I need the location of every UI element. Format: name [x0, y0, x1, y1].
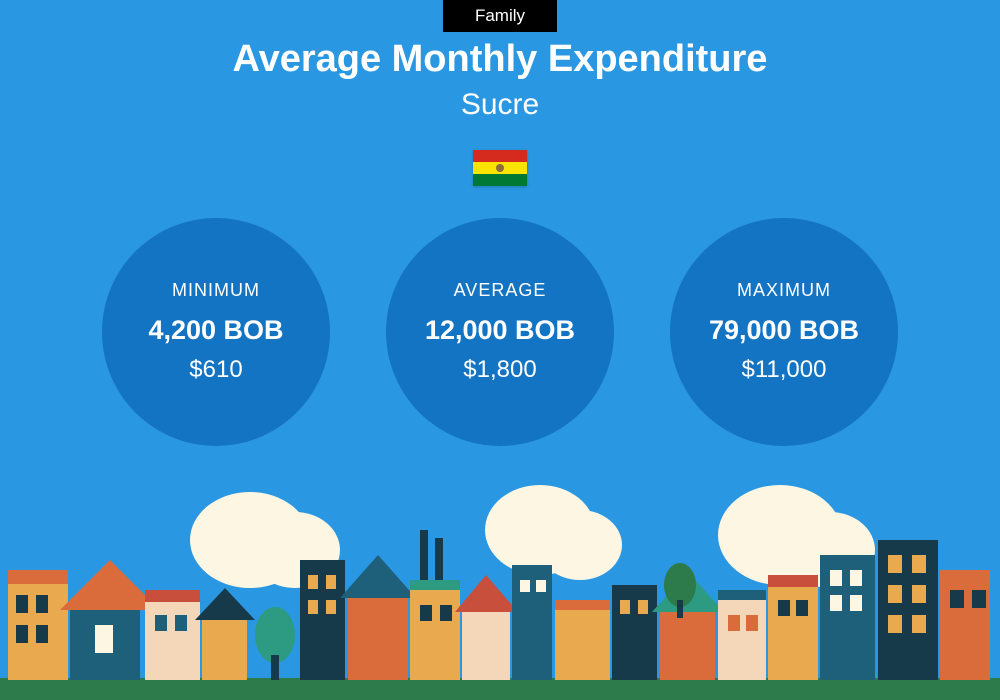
cityscape-illustration: [0, 460, 1000, 700]
stat-circle-minimum: MINIMUM 4,200 BOB $610: [102, 218, 330, 446]
page-title: Average Monthly Expenditure: [0, 38, 1000, 81]
stat-label: MAXIMUM: [737, 280, 831, 301]
stat-label: AVERAGE: [454, 280, 547, 301]
page-subtitle: Sucre: [0, 88, 1000, 122]
flag-emblem: [496, 164, 504, 172]
stat-label: MINIMUM: [172, 280, 260, 301]
category-badge: Family: [443, 0, 557, 32]
flag-stripe-red: [473, 150, 527, 162]
stat-usd: $1,800: [463, 356, 536, 384]
stat-value: 4,200 BOB: [148, 315, 283, 346]
stat-circle-maximum: MAXIMUM 79,000 BOB $11,000: [670, 218, 898, 446]
stat-circle-average: AVERAGE 12,000 BOB $1,800: [386, 218, 614, 446]
buildings-right: [652, 540, 990, 680]
stat-value: 79,000 BOB: [709, 315, 859, 346]
stat-usd: $11,000: [742, 356, 827, 384]
badge-label: Family: [475, 6, 525, 25]
country-flag: [473, 150, 527, 186]
stat-usd: $610: [189, 356, 242, 384]
stat-circles-row: MINIMUM 4,200 BOB $610 AVERAGE 12,000 BO…: [0, 218, 1000, 446]
flag-stripe-green: [473, 174, 527, 186]
flag-stripe-yellow: [473, 162, 527, 174]
ground: [0, 678, 1000, 700]
stat-value: 12,000 BOB: [425, 315, 575, 346]
